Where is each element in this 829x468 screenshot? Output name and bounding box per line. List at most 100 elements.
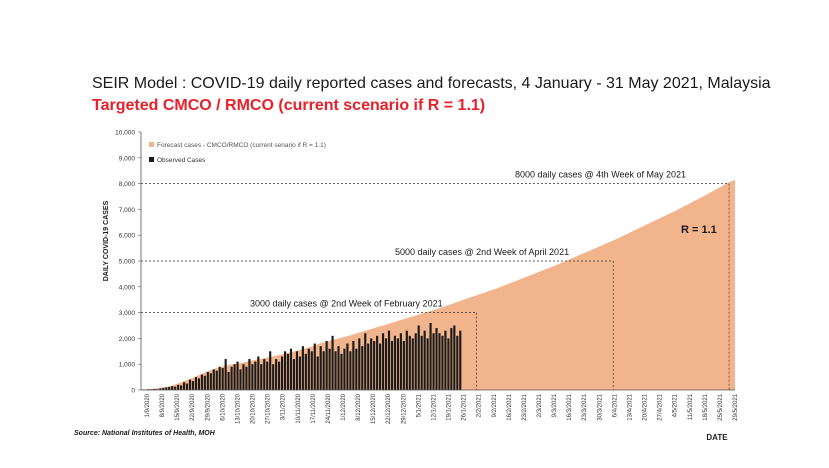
observed-bar: [376, 335, 379, 390]
y-tick-label: 7,000: [119, 207, 136, 214]
observed-bar: [390, 340, 394, 390]
observed-bar: [364, 333, 367, 390]
observed-bar: [200, 374, 203, 390]
x-tick-label: 23/3/2021: [582, 393, 588, 420]
observed-bar: [162, 387, 165, 390]
x-tick-label: 1/12/2020: [341, 393, 347, 420]
observed-bar: [283, 351, 287, 390]
observed-bar: [286, 353, 290, 390]
x-tick-label: 20/10/2020: [251, 393, 257, 424]
observed-bar: [209, 373, 212, 390]
observed-bar: [393, 335, 397, 390]
observed-bar: [191, 380, 195, 390]
observed-bar: [183, 382, 186, 390]
x-tick-label: 19/1/2021: [447, 393, 453, 420]
x-tick-label: 1/9/2020: [145, 393, 151, 417]
observed-bar: [447, 338, 450, 390]
y-tick-label: 2,000: [119, 336, 136, 343]
observed-bar: [331, 335, 334, 390]
observed-bar: [429, 322, 432, 390]
observed-bar: [319, 346, 322, 390]
observed-bar: [221, 368, 224, 390]
observed-bar: [349, 351, 352, 390]
observed-bar: [456, 335, 459, 390]
observed-bar: [295, 351, 298, 390]
x-tick-label: 26/1/2021: [462, 393, 468, 420]
observed-bar: [171, 386, 174, 390]
x-tick-label: 22/9/2020: [190, 393, 196, 420]
observed-bar: [423, 330, 426, 390]
observed-bar: [343, 348, 346, 390]
x-tick-label: 9/3/2021: [552, 393, 558, 417]
observed-bar: [417, 325, 420, 390]
observed-bar: [218, 366, 221, 390]
observed-bar: [307, 348, 310, 390]
annotation-label: 5000 daily cases @ 2nd Week of April 202…: [395, 247, 569, 257]
observed-bar: [352, 340, 355, 390]
observed-bar: [212, 369, 215, 390]
observed-bar: [227, 371, 230, 390]
observed-bar: [269, 351, 272, 390]
x-tick-label: 13/4/2021: [628, 393, 634, 420]
y-tick-label: 4,000: [119, 284, 136, 291]
observed-bar: [257, 356, 260, 390]
x-tick-label: 18/5/2021: [703, 393, 709, 420]
observed-bar: [402, 340, 405, 390]
observed-bar: [316, 356, 319, 390]
observed-bar: [245, 366, 248, 390]
x-tick-label: 2/3/2021: [537, 393, 543, 417]
x-tick-label: 10/11/2020: [296, 393, 302, 423]
observed-bar: [304, 353, 307, 390]
observed-bar: [289, 348, 293, 390]
observed-bar: [396, 338, 399, 390]
x-tick-label: 2/2/2021: [477, 393, 483, 417]
observed-bar: [292, 359, 296, 390]
observed-bar: [298, 356, 301, 390]
observed-bar: [370, 338, 373, 390]
x-tick-label: 9/2/2021: [492, 393, 498, 417]
forecast-area: [141, 179, 735, 390]
observed-bar: [260, 364, 263, 390]
y-tick-label: 0: [131, 388, 135, 395]
x-tick-label: 22/12/2020: [386, 393, 392, 424]
x-tick-label: 8/9/2020: [160, 393, 166, 417]
observed-bar: [340, 353, 343, 390]
x-tick-label: 29/5/2021: [733, 393, 739, 420]
observed-bar: [230, 366, 233, 390]
observed-bar: [153, 388, 156, 390]
x-tick-label: 11/5/2021: [688, 393, 694, 420]
observed-bar: [233, 364, 236, 390]
x-tick-label: 4/5/2021: [673, 393, 679, 417]
y-tick-label: 10,000: [115, 130, 135, 137]
page-subtitle: Targeted CMCO / RMCO (current scenario i…: [92, 97, 486, 114]
observed-bar: [177, 384, 180, 390]
observed-bar: [450, 328, 453, 390]
observed-bar: [197, 378, 200, 390]
observed-bar: [408, 335, 411, 390]
x-tick-label: 24/11/2020: [326, 393, 332, 423]
observed-bar: [272, 364, 275, 390]
observed-bar: [168, 386, 171, 390]
observed-bar: [373, 340, 376, 390]
observed-bar: [159, 388, 162, 390]
observed-bar: [224, 359, 227, 390]
x-tick-label: 23/2/2021: [522, 393, 528, 420]
observed-bar: [236, 361, 239, 390]
observed-bar: [355, 348, 358, 390]
observed-bar: [301, 346, 304, 390]
x-tick-label: 27/4/2021: [658, 393, 664, 420]
x-tick-label: 27/10/2020: [266, 393, 272, 424]
x-tick-label: 13/10/2020: [236, 393, 242, 424]
x-tick-label: 16/3/2021: [567, 393, 573, 420]
observed-bar: [194, 377, 198, 390]
legend-label-forecast: Forecast cases - CMCO/RMCO (current sena…: [157, 142, 326, 149]
y-tick-label: 1,000: [119, 362, 136, 369]
observed-bar: [325, 340, 328, 390]
observed-bar: [322, 351, 325, 390]
x-tick-label: 29/9/2020: [205, 393, 211, 420]
observed-bar: [254, 361, 257, 390]
observed-bar: [275, 359, 278, 390]
observed-bar: [328, 348, 331, 390]
observed-bar: [206, 371, 209, 390]
legend-swatch-forecast: [149, 142, 154, 147]
